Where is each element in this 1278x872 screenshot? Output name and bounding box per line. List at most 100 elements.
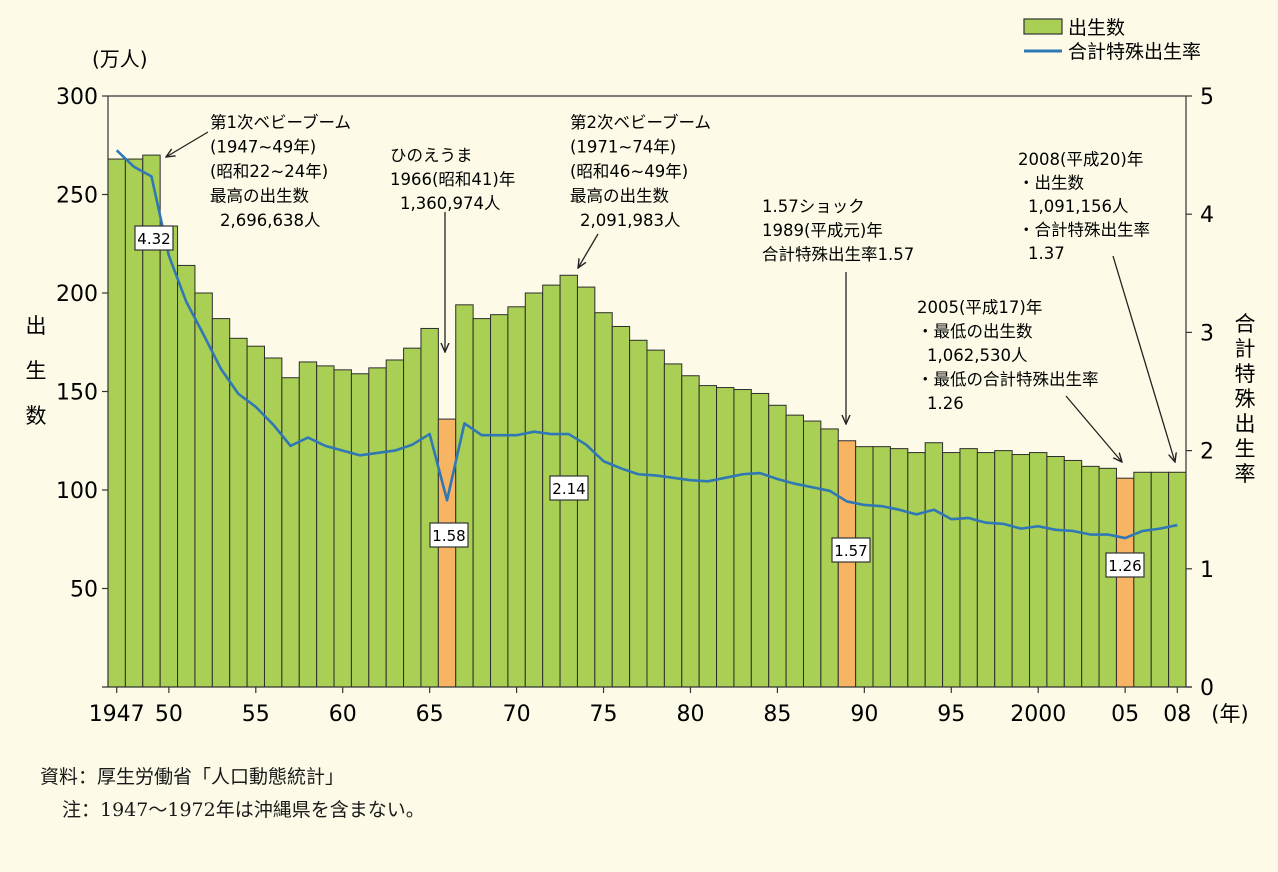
bar-1951 <box>177 264 196 688</box>
bar-1953 <box>211 318 231 688</box>
right-axis-title-char: 特 <box>1235 362 1256 386</box>
value-label-box-1989 <box>831 537 871 563</box>
left-tick-label: 200 <box>56 282 98 307</box>
annotation-baby-boom-1: 第1次ベビーブーム(1947~49年) (昭和22~24年)最高の出生数 2,696… <box>210 112 351 230</box>
bar-1992 <box>889 448 909 688</box>
legend-bar-swatch <box>1023 18 1063 35</box>
footnote: 注：1947～1972年は沖縄県を含まない。 <box>62 799 425 821</box>
left-tick-label: 100 <box>56 479 98 504</box>
value-label-box-1949 <box>134 225 174 251</box>
bar-1985 <box>768 404 787 688</box>
left-tick-label: 50 <box>70 578 98 603</box>
bar-1967 <box>455 304 474 688</box>
x-tick-label: 05 <box>1111 702 1139 727</box>
x-tick-label: 2000 <box>1010 702 1066 727</box>
bar-1961 <box>350 373 370 688</box>
legend-bar-label: 出生数 <box>1068 17 1125 39</box>
x-tick-label: 08 <box>1163 702 1191 727</box>
annotation-y2005: 2005(平成17)年・最低の出生数 1,062,530人・最低の合計特殊出生率 1… <box>917 298 1099 413</box>
bar-2002 <box>1063 459 1083 688</box>
bar-1991 <box>872 446 891 688</box>
right-axis-title-char: 率 <box>1235 462 1256 486</box>
bar-1963 <box>385 359 405 688</box>
bar-1958 <box>298 361 318 688</box>
x-tick-label: 95 <box>937 702 965 727</box>
right-tick-label: 3 <box>1200 321 1214 346</box>
bar-1955 <box>246 345 265 688</box>
axes-layer: 50 100 150 200 250 300 0 1 2 3 4 5 1947 50 55 60 65 70 75 8… <box>26 47 1256 727</box>
left-axis-unit: (万人) <box>92 47 148 71</box>
bar-2001 <box>1046 456 1065 688</box>
bar-1960 <box>333 369 352 688</box>
value-label-2005: 1.26 <box>1108 557 1141 575</box>
fertility-rate-line <box>115 149 1178 540</box>
legend-line-label: 合計特殊出生率 <box>1068 41 1201 63</box>
bar-1995 <box>942 452 961 688</box>
bar-1978 <box>646 349 665 688</box>
bar-2005 <box>1115 477 1135 688</box>
bar-2000 <box>1029 452 1048 688</box>
annotation-arrow-baby-boom-2 <box>578 233 599 268</box>
bar-1997 <box>976 452 996 688</box>
left-axis-title-char: 出 <box>26 314 47 338</box>
x-tick-label: 60 <box>329 702 357 727</box>
bar-1970 <box>507 306 526 688</box>
x-tick-label: 55 <box>242 702 270 727</box>
bar-1962 <box>368 367 387 688</box>
right-axis-title-char: 出 <box>1235 412 1256 436</box>
bar-1964 <box>403 347 422 688</box>
value-label-box-1966 <box>429 522 469 548</box>
bar-1989 <box>837 440 857 688</box>
annotation-arrow-baby-boom-1 <box>166 131 209 157</box>
bar-1959 <box>316 365 335 688</box>
left-tick-label: 300 <box>56 85 98 110</box>
bar-1981 <box>698 385 718 688</box>
x-tick-label: 50 <box>155 702 183 727</box>
bar-1976 <box>611 325 631 688</box>
bar-1980 <box>681 375 700 688</box>
bar-1987 <box>802 420 822 688</box>
value-label-box-2005 <box>1105 552 1145 578</box>
bar-1952 <box>194 292 213 688</box>
annotations-layer: 第1次ベビーブーム(1947~49年) (昭和22~24年)最高の出生数 2,696… <box>166 112 1175 462</box>
bar-1990 <box>855 446 874 688</box>
bar-1993 <box>907 452 926 688</box>
x-tick-label: 75 <box>590 702 618 727</box>
bar-1999 <box>1011 454 1031 688</box>
value-label-1966: 1.58 <box>432 527 465 545</box>
bar-1966 <box>437 418 457 688</box>
left-axis-title-char: 生 <box>26 359 47 383</box>
annotation-y2008: 2008(平成20)年・出生数 1,091,156人・合計特殊出生率 1.37 <box>1018 150 1150 263</box>
left-tick-label: 150 <box>56 381 98 406</box>
bar-1956 <box>263 357 283 688</box>
bar-1975 <box>594 312 613 688</box>
right-tick-label: 5 <box>1200 85 1214 110</box>
bar-1996 <box>959 448 978 688</box>
bar-1983 <box>733 389 752 688</box>
x-axis-unit: (年) <box>1211 702 1248 726</box>
bar-1954 <box>229 337 248 688</box>
annotation-baby-boom-2: 第2次ベビーブーム(1971~74年) (昭和46~49年)最高の出生数 2,091… <box>570 112 711 230</box>
value-label-box-1973 <box>549 475 589 501</box>
bar-2008 <box>1168 471 1187 688</box>
value-labels-layer: 4.32 1.58 2.14 1.57 1.26 <box>134 225 1145 578</box>
bar-1994 <box>924 442 944 688</box>
x-tick-label: 80 <box>676 702 704 727</box>
bar-1986 <box>785 414 804 688</box>
right-axis-title-char: 合 <box>1235 312 1256 336</box>
annotation-shock-157: 1.57ショック 1989(平成元)年合計特殊出生率1.57 <box>762 197 914 264</box>
bar-2006 <box>1133 471 1152 688</box>
bar-1971 <box>524 292 544 688</box>
line-layer <box>115 149 1178 540</box>
left-tick-label: 250 <box>56 184 98 209</box>
right-tick-label: 4 <box>1200 203 1214 228</box>
bar-1957 <box>281 377 300 688</box>
annotation-arrow-y2008 <box>1112 255 1175 462</box>
x-tick-label: 70 <box>503 702 531 727</box>
bar-1965 <box>420 327 439 688</box>
value-label-1989: 1.57 <box>834 542 867 560</box>
left-axis-title-char: 数 <box>26 404 47 428</box>
bar-1977 <box>629 339 648 688</box>
